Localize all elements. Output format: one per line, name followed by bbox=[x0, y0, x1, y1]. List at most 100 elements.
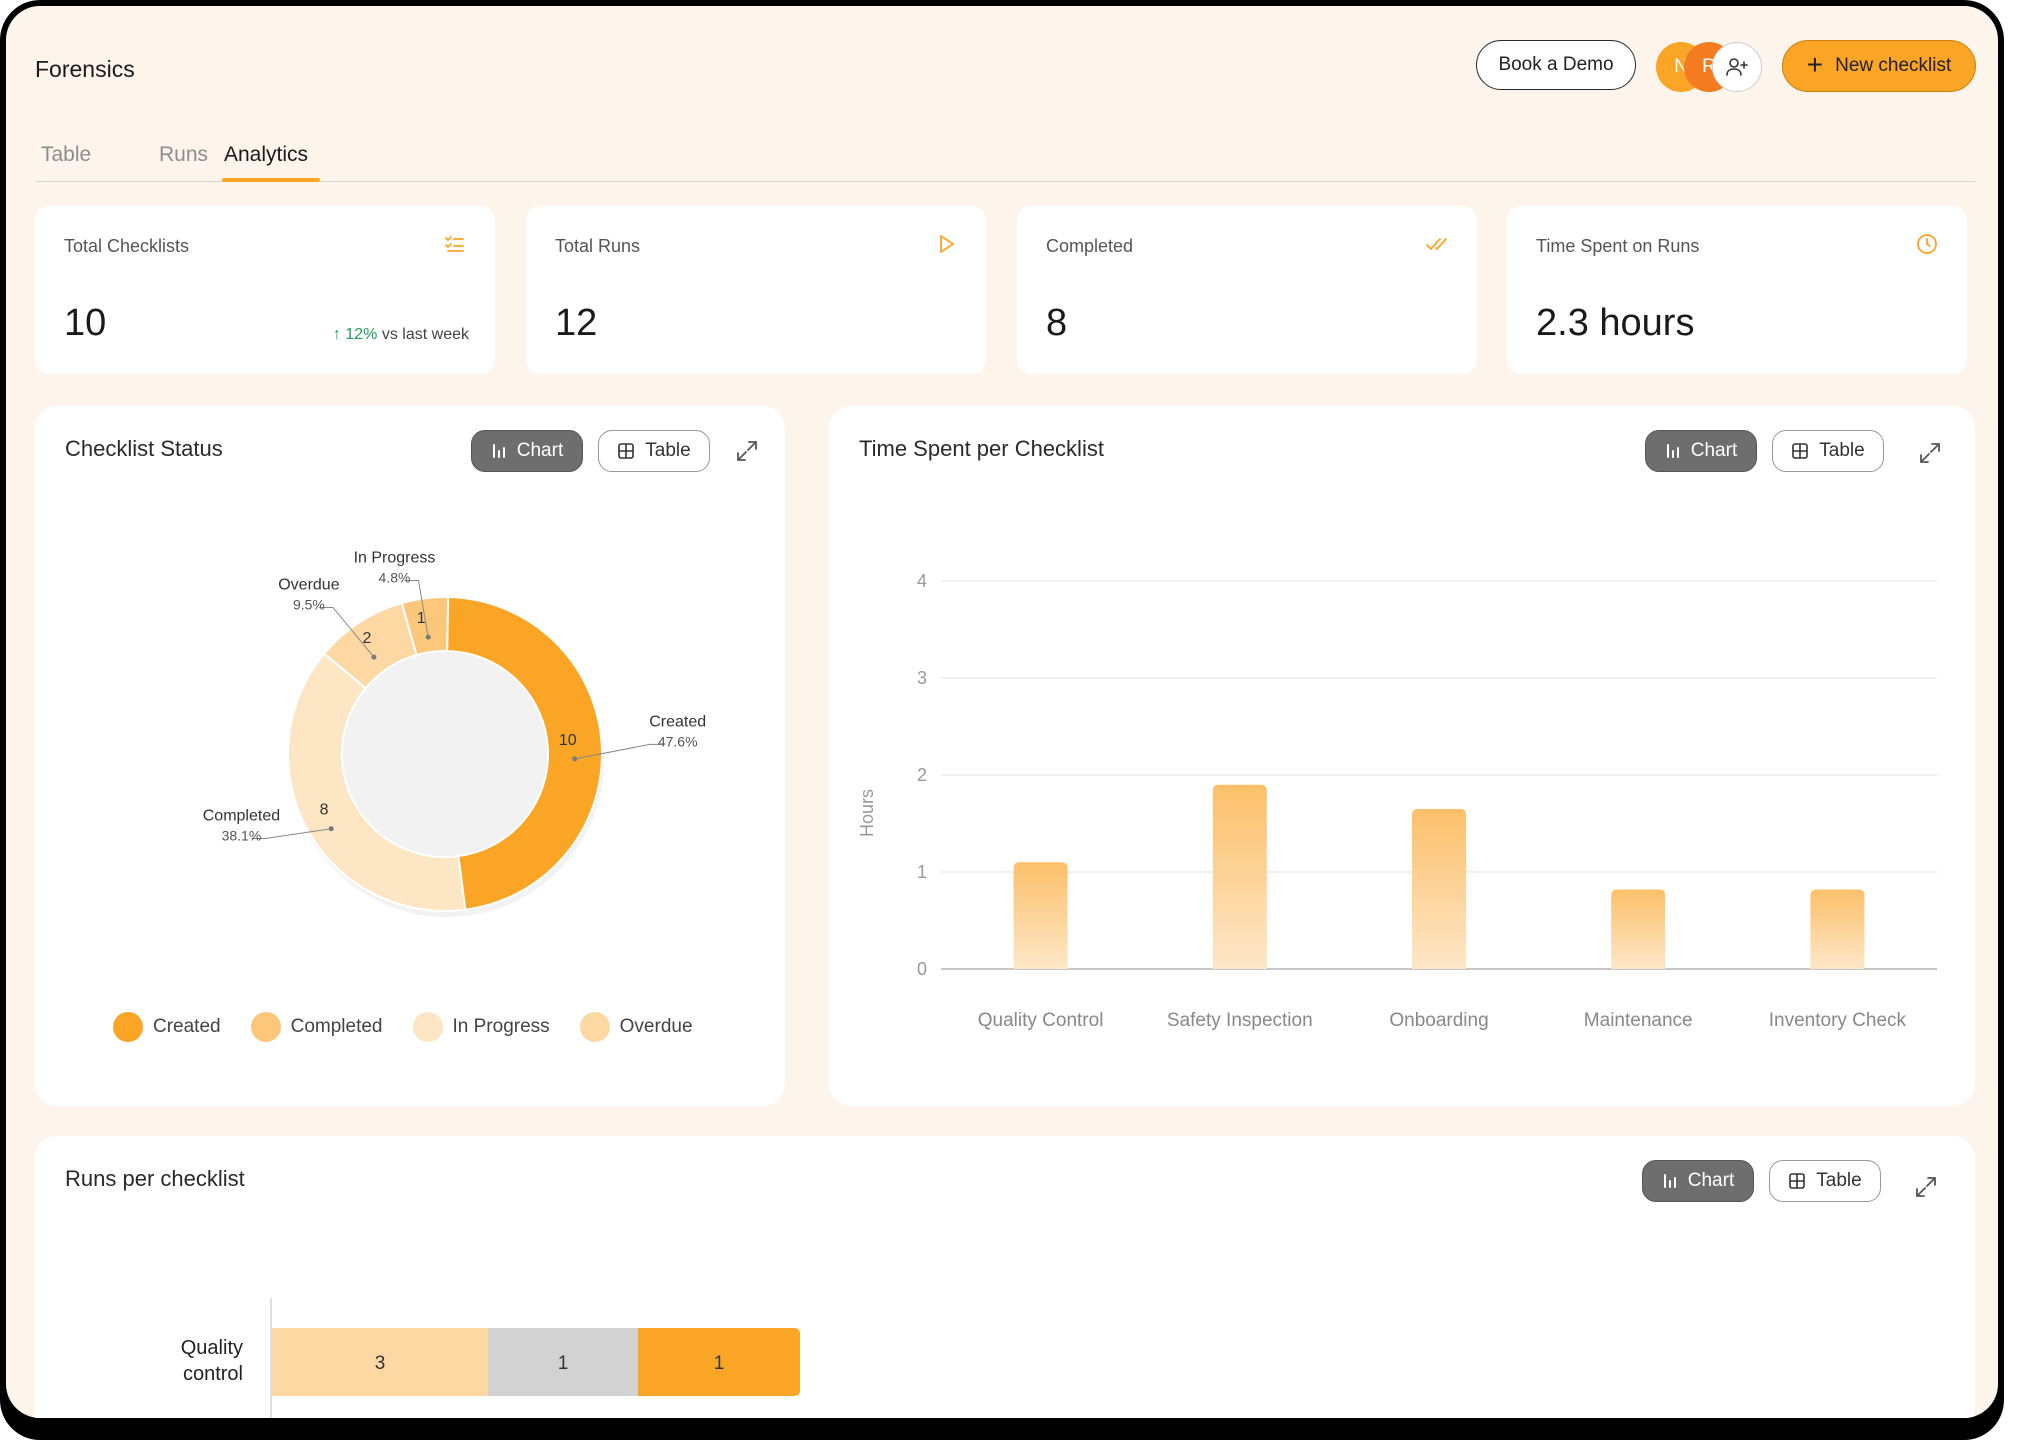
avatar-group[interactable]: N R bbox=[1656, 42, 1776, 92]
segment-value-label: 1 bbox=[558, 1353, 569, 1374]
legend-swatch bbox=[113, 1012, 143, 1042]
bar-chart-icon bbox=[492, 444, 505, 458]
donut-chart: 10 Created 47.6% 8 Completed 38.1% 2 Overdue 9.5… bbox=[203, 549, 706, 917]
tab-bar: Table Runs Analytics bbox=[35, 138, 1975, 182]
trend-indicator: ↑ 12% vs last week bbox=[333, 326, 469, 344]
stacked-bar-chart: Quality control 3 1 1 bbox=[181, 1298, 800, 1418]
stacked-bar-segment[interactable] bbox=[488, 1328, 638, 1396]
y-tick-label: 3 bbox=[917, 668, 927, 688]
new-checklist-button[interactable]: + New checklist bbox=[1782, 40, 1976, 92]
donut-slice-in-progress[interactable] bbox=[400, 596, 450, 657]
slice-name-label: Overdue bbox=[278, 576, 339, 593]
leader-line bbox=[318, 606, 375, 658]
leader-line bbox=[251, 828, 332, 839]
legend-swatch bbox=[412, 1012, 443, 1042]
stat-label: Total Runs bbox=[555, 236, 641, 256]
slice-percent-label: 38.1% bbox=[222, 827, 262, 843]
slice-percent-label: 9.5% bbox=[293, 596, 325, 612]
y-tick-label: 1 bbox=[917, 862, 927, 882]
table-toggle-label: Table bbox=[645, 440, 691, 461]
stacked-bar-segment[interactable] bbox=[638, 1328, 800, 1396]
y-category-label: Quality bbox=[181, 1337, 243, 1359]
add-user-button[interactable] bbox=[1712, 42, 1762, 92]
double-check-icon bbox=[1426, 238, 1447, 251]
app-screen: Forensics Book a Demo N R + New checklis… bbox=[6, 6, 1998, 1418]
tab-table[interactable]: Table bbox=[41, 143, 92, 166]
stat-value: 12 bbox=[555, 302, 598, 344]
time-spent-panel: Time Spent per Checklist Chart Table 0 1 2… bbox=[829, 406, 1975, 1106]
add-user-icon bbox=[1726, 58, 1748, 76]
leader-line bbox=[404, 579, 429, 638]
bar[interactable] bbox=[1013, 862, 1068, 969]
tab-analytics[interactable]: Analytics bbox=[224, 143, 309, 166]
new-checklist-label: New checklist bbox=[1835, 55, 1952, 76]
y-tick-label: 2 bbox=[917, 765, 927, 785]
arrow-up-icon: ↑ bbox=[332, 326, 346, 343]
x-tick-label: Inventory Check bbox=[1769, 1010, 1907, 1031]
table-toggle-label: Table bbox=[1816, 1170, 1862, 1191]
chart-toggle-button[interactable]: Chart bbox=[1645, 430, 1757, 472]
bar[interactable] bbox=[1212, 784, 1267, 969]
bar[interactable] bbox=[1611, 889, 1666, 969]
slice-value-label: 8 bbox=[320, 802, 329, 819]
table-toggle-button[interactable]: Table bbox=[1772, 430, 1884, 472]
slice-name-label: Created bbox=[649, 713, 706, 730]
stat-card-total-checklists: Total Checklists 10 ↑ 12% vs last week bbox=[35, 206, 495, 374]
legend-label: Created bbox=[153, 1016, 221, 1037]
trend-text: vs last week bbox=[381, 326, 469, 343]
bar[interactable] bbox=[1810, 889, 1865, 969]
checklist-status-panel: Checklist Status Chart Table 10 Created 47… bbox=[35, 406, 785, 1106]
stat-value: 10 bbox=[64, 302, 107, 344]
legend-label: Completed bbox=[290, 1016, 383, 1037]
expand-icon[interactable] bbox=[734, 438, 760, 464]
bar-chart-icon bbox=[1663, 1174, 1676, 1188]
leader-line bbox=[574, 743, 664, 760]
expand-icon[interactable] bbox=[1913, 1174, 1939, 1200]
legend-item: Overdue bbox=[579, 1012, 693, 1042]
table-toggle-button[interactable]: Table bbox=[1769, 1160, 1881, 1202]
segment-value-label: 1 bbox=[714, 1353, 725, 1374]
stat-label: Completed bbox=[1046, 236, 1134, 256]
stat-card-time-spent: Time Spent on Runs 2.3 hours bbox=[1507, 206, 1967, 374]
slice-name-label: Completed bbox=[203, 807, 280, 824]
x-tick-label: Quality Control bbox=[978, 1010, 1104, 1031]
stat-label: Total Checklists bbox=[64, 236, 190, 256]
slice-name-label: In Progress bbox=[354, 549, 436, 566]
table-icon bbox=[1792, 443, 1809, 459]
x-tick-label: Maintenance bbox=[1584, 1010, 1693, 1031]
slice-value-label: 10 bbox=[559, 732, 577, 749]
legend-item: In Progress bbox=[412, 1012, 550, 1042]
tab-runs[interactable]: Runs bbox=[159, 143, 209, 166]
stat-card-completed: Completed 8 bbox=[1017, 206, 1477, 374]
segment-value-label: 3 bbox=[375, 1353, 386, 1374]
chart-toggle-label: Chart bbox=[1690, 440, 1738, 461]
bar[interactable] bbox=[1412, 808, 1466, 969]
slice-percent-label: 4.8% bbox=[379, 569, 411, 585]
donut-slice-created[interactable] bbox=[446, 596, 603, 911]
slice-value-label: 1 bbox=[417, 610, 426, 627]
panel-title: Time Spent per Checklist bbox=[859, 436, 1104, 461]
table-icon bbox=[1789, 1173, 1806, 1189]
y-tick-label: 0 bbox=[917, 959, 927, 979]
chart-toggle-button[interactable]: Chart bbox=[471, 430, 583, 472]
donut-slice-completed[interactable] bbox=[287, 652, 467, 912]
clock-icon bbox=[1917, 234, 1937, 254]
chart-toggle-button[interactable]: Chart bbox=[1642, 1160, 1754, 1202]
table-toggle-button[interactable]: Table bbox=[598, 430, 710, 472]
stacked-bar-segment[interactable] bbox=[272, 1328, 488, 1396]
chart-toggle-label: Chart bbox=[1687, 1170, 1735, 1191]
legend-label: Overdue bbox=[619, 1016, 693, 1037]
y-axis-label: Hours bbox=[857, 789, 877, 837]
stat-value: 8 bbox=[1046, 302, 1068, 344]
expand-icon[interactable] bbox=[1917, 440, 1943, 466]
chart-toggle-label: Chart bbox=[516, 440, 564, 461]
table-icon bbox=[618, 443, 635, 459]
x-tick-label: Safety Inspection bbox=[1167, 1010, 1313, 1031]
slice-value-label: 2 bbox=[362, 630, 371, 647]
plus-icon: + bbox=[1806, 48, 1824, 80]
legend-swatch bbox=[579, 1012, 610, 1042]
legend-item: Created bbox=[113, 1012, 221, 1042]
legend-item: Completed bbox=[250, 1012, 383, 1042]
y-category-label: control bbox=[183, 1363, 243, 1385]
book-demo-button[interactable]: Book a Demo bbox=[1476, 40, 1636, 90]
